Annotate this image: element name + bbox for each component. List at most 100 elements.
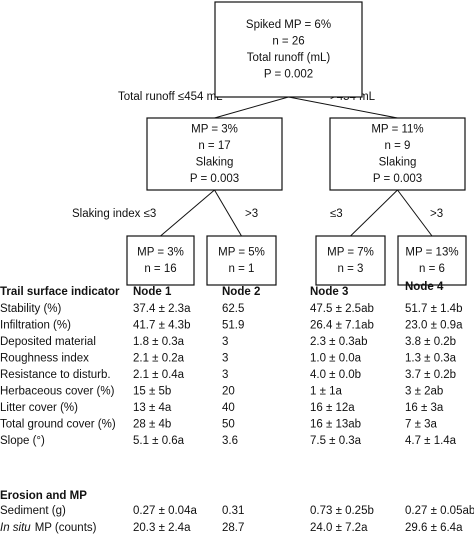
table-cell: 47.5 ± 2.5ab [310, 303, 374, 315]
table-cell: 28 ± 4b [133, 419, 171, 431]
row-label-rest: MP (counts) [35, 522, 97, 534]
node-text: Spiked MP = 6% [246, 19, 331, 31]
node-text: n = 6 [419, 263, 445, 275]
node-text: P = 0.002 [264, 68, 313, 80]
table-cell: 2.3 ± 0.3ab [310, 336, 367, 348]
table-cell: 40 [222, 402, 235, 414]
node-text: n = 16 [144, 263, 176, 275]
table-cell: 13 ± 4a [133, 402, 172, 414]
edge-label: Total runoff ≤454 mL [118, 91, 223, 103]
edge [350, 189, 398, 237]
edge [160, 189, 215, 237]
node-text: MP = 5% [218, 246, 265, 258]
edge-label: >3 [430, 208, 443, 220]
table-cell: 50 [222, 419, 235, 431]
table-cell: 20.3 ± 2.4a [133, 522, 191, 534]
node-text: Total runoff (mL) [247, 52, 331, 64]
node-text: MP = 3% [191, 123, 238, 135]
edge [214, 189, 242, 237]
tree-node [206, 235, 277, 286]
table-cell: 4.0 ± 0.0b [310, 369, 361, 381]
table-cell: 23.0 ± 0.9a [405, 320, 463, 332]
table-cell: 15 ± 5b [133, 386, 171, 398]
table-header: Node 4 [405, 281, 444, 293]
node-text: n = 26 [272, 35, 304, 47]
table-cell: 16 ± 13ab [310, 419, 361, 431]
table-cell: 3.7 ± 0.2b [405, 369, 456, 381]
tree-node [329, 117, 466, 191]
edge [214, 96, 289, 119]
node-text: MP = 11% [371, 123, 423, 135]
row-label: Herbaceous cover (%) [0, 386, 115, 398]
node-text: P = 0.003 [190, 173, 239, 185]
edge [288, 96, 398, 119]
table-header: Trail surface indicator [0, 286, 120, 298]
table-cell: 16 ± 3a [405, 402, 444, 414]
node-text: MP = 7% [327, 246, 374, 258]
tree-node [315, 235, 386, 286]
row-label: Total ground cover (%) [0, 419, 116, 431]
row-label: In situ MP (counts) [0, 522, 97, 534]
table-header: Node 1 [133, 286, 172, 298]
row-label: Stability (%) [0, 303, 62, 315]
table-cell: 16 ± 12a [310, 402, 355, 414]
tree-node [214, 1, 363, 98]
table-cell: 29.6 ± 6.4a [405, 522, 463, 534]
table-cell: 3 ± 2ab [405, 386, 443, 398]
table-cell: 1.0 ± 0.0a [310, 353, 362, 365]
row-label: Roughness index [0, 353, 89, 365]
node-text: P = 0.003 [373, 173, 422, 185]
table-cell: 37.4 ± 2.3a [133, 303, 191, 315]
table-header: Node 3 [310, 286, 348, 298]
table-cell: 0.31 [222, 505, 244, 517]
row-label: Litter cover (%) [0, 402, 78, 414]
node-text: n = 9 [385, 140, 411, 152]
table-cell: 0.27 ± 0.04a [133, 505, 197, 517]
table-cell: 4.7 ± 1.4a [405, 435, 457, 447]
node-text: MP = 3% [137, 246, 184, 258]
table-cell: 3.6 [222, 435, 238, 447]
node-text: Slaking [379, 156, 417, 168]
row-label-italic: In situ [0, 522, 31, 534]
table-header: Node 2 [222, 286, 260, 298]
table-cell: 1.3 ± 0.3a [405, 353, 457, 365]
section-title: Erosion and MP [0, 490, 87, 502]
tree-node [126, 235, 195, 286]
edge-label: Slaking index ≤3 [72, 208, 156, 220]
table-cell: 7 ± 3a [405, 419, 437, 431]
table-cell: 28.7 [222, 522, 244, 534]
edge [397, 189, 433, 237]
edge-label: >3 [245, 208, 258, 220]
table-cell: 3 [222, 336, 228, 348]
row-label: Resistance to disturb. [0, 369, 111, 381]
table-cell: 51.9 [222, 320, 244, 332]
row-label: Sediment (g) [0, 505, 66, 517]
table-cell: 2.1 ± 0.4a [133, 369, 185, 381]
table-cell: 3 [222, 353, 228, 365]
node-text: n = 1 [229, 263, 255, 275]
table-cell: 5.1 ± 0.6a [133, 435, 185, 447]
table-cell: 20 [222, 386, 235, 398]
table-cell: 0.73 ± 0.25b [310, 505, 374, 517]
tree-node [397, 235, 467, 286]
node-text: Slaking [196, 156, 234, 168]
table-cell: 24.0 ± 7.2a [310, 522, 368, 534]
tree-node [146, 117, 283, 191]
table-cell: 0.27 ± 0.05ab [405, 505, 474, 517]
table-cell: 41.7 ± 4.3b [133, 320, 190, 332]
row-label: Infiltration (%) [0, 320, 71, 332]
table-cell: 26.4 ± 7.1ab [310, 320, 374, 332]
table-cell: 1 ± 1a [310, 386, 342, 398]
row-label: Deposited material [0, 336, 96, 348]
node-text: n = 3 [338, 263, 364, 275]
table-cell: 51.7 ± 1.4b [405, 303, 462, 315]
table-cell: 62.5 [222, 303, 244, 315]
node-text: MP = 13% [405, 246, 458, 258]
table-cell: 1.8 ± 0.3a [133, 336, 185, 348]
table-cell: 3 [222, 369, 228, 381]
table-cell: 2.1 ± 0.2a [133, 353, 185, 365]
table-cell: 7.5 ± 0.3a [310, 435, 362, 447]
node-text: n = 17 [198, 140, 230, 152]
edge-label: ≤3 [330, 208, 343, 220]
